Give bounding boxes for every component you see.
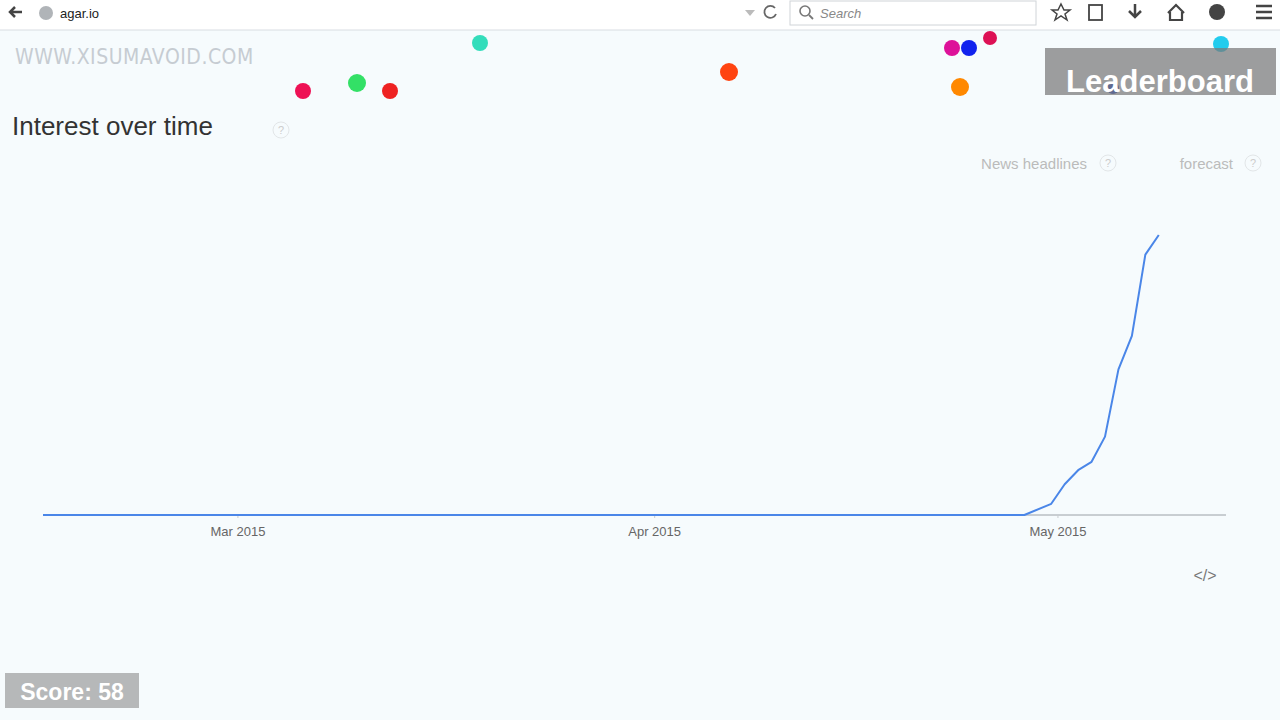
search-placeholder: Search <box>820 6 861 21</box>
help-icon[interactable]: ? <box>278 124 284 136</box>
cell <box>472 35 488 51</box>
cell <box>961 40 977 56</box>
cell <box>944 40 960 56</box>
screen: agar.io Search Interest over time? News hea… <box>0 0 1280 720</box>
search-icon <box>800 6 810 16</box>
x-tick-label: Mar 2015 <box>210 524 265 539</box>
plot-area <box>43 235 1159 515</box>
back-button[interactable] <box>10 7 22 17</box>
browser-toolbar: agar.io Search <box>0 0 1280 30</box>
cell <box>951 78 969 96</box>
cell <box>348 74 366 92</box>
search-icon-handle <box>809 15 813 19</box>
chart-title: Interest over time <box>12 111 213 141</box>
help-icon-ring <box>1245 155 1261 171</box>
embed-button[interactable]: </> <box>1193 567 1216 584</box>
series-line <box>43 235 1159 515</box>
help-icon[interactable]: ? <box>1250 157 1256 169</box>
forecast-link[interactable]: forecast <box>1180 155 1234 172</box>
watermark: WWW.XISUMAVOID.COM <box>15 45 254 69</box>
help-icon-ring <box>273 122 289 138</box>
url[interactable]: agar.io <box>60 6 99 21</box>
bookmark-button[interactable] <box>1052 4 1070 20</box>
help-icon[interactable]: ? <box>1105 157 1111 169</box>
menu-button[interactable] <box>1256 6 1272 18</box>
cell <box>382 83 398 99</box>
toolbar-bg <box>0 0 1280 30</box>
download-button[interactable] <box>1129 4 1141 17</box>
library-button[interactable] <box>1089 5 1102 20</box>
help-icon-ring <box>1100 155 1116 171</box>
chat-button[interactable] <box>1209 4 1225 20</box>
toolbar-border <box>0 30 1280 31</box>
page: agar.io Search Interest over time? News hea… <box>0 0 1280 720</box>
cell <box>983 31 997 45</box>
reload-button[interactable] <box>764 6 776 18</box>
home-button[interactable] <box>1168 5 1184 20</box>
search-box[interactable] <box>790 1 1036 25</box>
news-headlines-link[interactable]: News headlines <box>981 155 1087 172</box>
x-tick-label: May 2015 <box>1029 524 1086 539</box>
x-tick-label: Apr 2015 <box>628 524 681 539</box>
site-icon <box>39 6 53 20</box>
score-box <box>5 673 139 708</box>
score: Score: 58 <box>20 679 124 705</box>
cell <box>720 63 738 81</box>
background <box>0 0 1280 720</box>
leaderboard-title: Leaderboard <box>1066 64 1254 99</box>
url-dropdown[interactable] <box>745 10 755 16</box>
x-tick <box>1057 515 1058 518</box>
cell <box>295 83 311 99</box>
